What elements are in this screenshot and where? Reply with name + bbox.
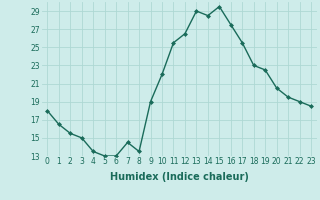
X-axis label: Humidex (Indice chaleur): Humidex (Indice chaleur) — [110, 172, 249, 182]
